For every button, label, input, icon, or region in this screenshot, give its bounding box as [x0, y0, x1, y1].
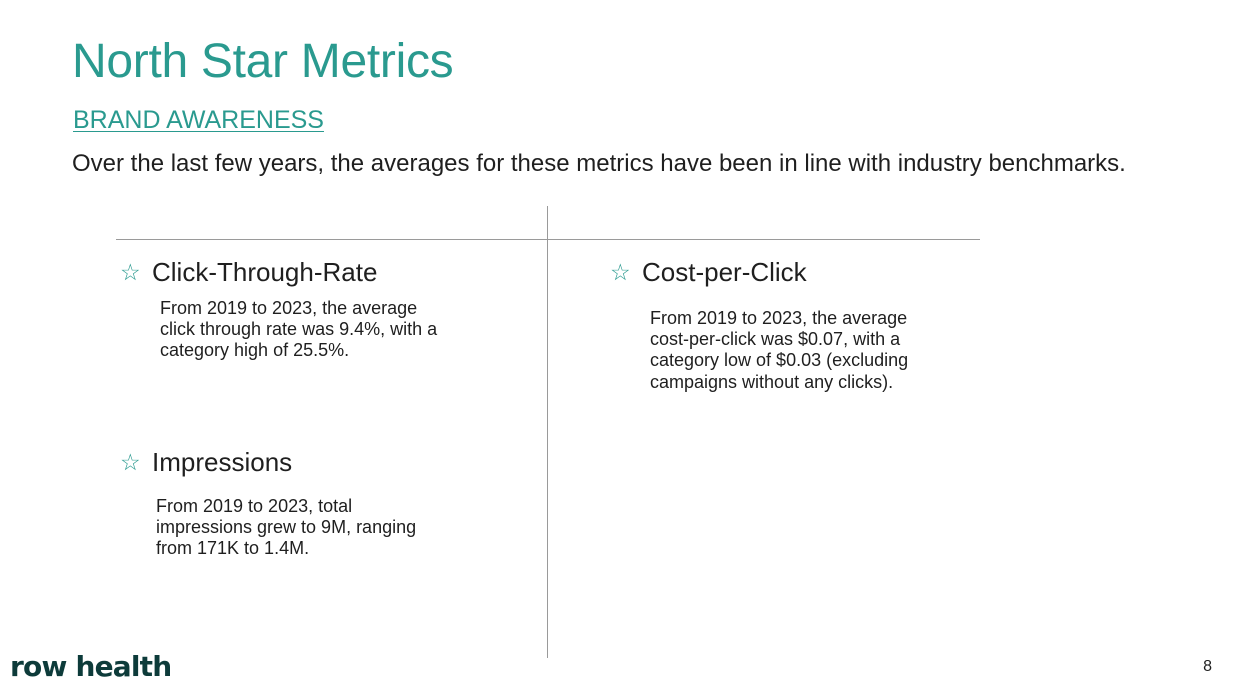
metric-name: Click-Through-Rate: [152, 257, 378, 287]
vertical-divider: [547, 206, 548, 658]
metric-name: Cost-per-Click: [642, 257, 807, 287]
page-title: North Star Metrics: [72, 35, 454, 88]
intro-text: Over the last few years, the averages fo…: [72, 150, 1126, 177]
star-outline-icon: ☆: [120, 449, 141, 476]
horizontal-divider: [116, 239, 980, 240]
metric-cost-per-click: ☆ Cost-per-Click From 2019 to 2023, the …: [610, 257, 920, 393]
star-outline-icon: ☆: [610, 259, 631, 286]
metric-description: From 2019 to 2023, the average click thr…: [160, 298, 438, 361]
metric-description: From 2019 to 2023, total impressions gre…: [156, 496, 417, 559]
page-number: 8: [1203, 658, 1212, 675]
section-subtitle[interactable]: BRAND AWARENESS: [73, 106, 324, 134]
metric-name: Impressions: [152, 447, 293, 477]
star-outline-icon: ☆: [120, 259, 141, 286]
brand-logo: row health: [10, 650, 172, 683]
metric-impressions: ☆ Impressions From 2019 to 2023, total i…: [120, 447, 426, 560]
metric-click-through-rate: ☆ Click-Through-Rate From 2019 to 2023, …: [120, 257, 450, 362]
metric-description: From 2019 to 2023, the average cost-per-…: [650, 308, 909, 392]
